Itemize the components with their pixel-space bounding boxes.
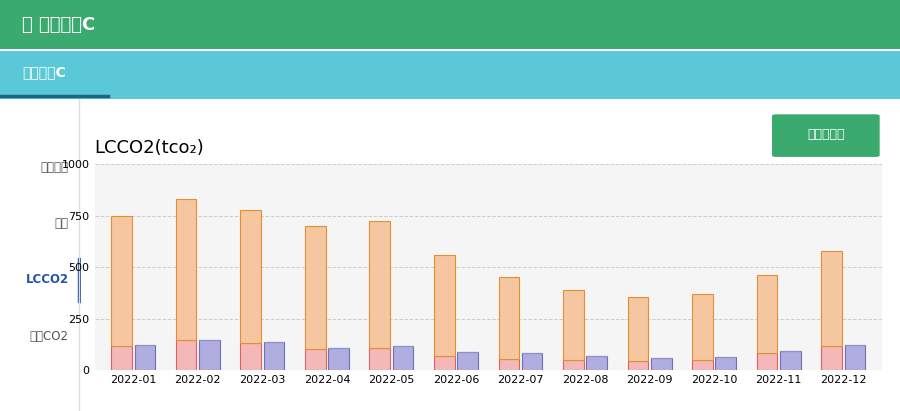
Bar — [112, 216, 132, 346]
Bar — [328, 349, 349, 370]
Bar — [716, 356, 736, 370]
Text: ＜ ガス顺客C: ＜ ガス顺客C — [22, 16, 95, 34]
Text: ガス: ガス — [55, 217, 68, 230]
Bar — [627, 297, 648, 361]
Bar — [757, 353, 778, 370]
Bar — [563, 360, 584, 370]
Bar — [522, 353, 543, 370]
Bar — [563, 290, 584, 360]
Bar — [176, 199, 196, 340]
Bar — [305, 349, 326, 370]
Bar — [434, 255, 454, 356]
Bar — [370, 349, 390, 370]
Bar — [822, 251, 842, 346]
Text: LCCO2(tco₂): LCCO2(tco₂) — [94, 139, 204, 157]
Text: 契約情報: 契約情報 — [40, 161, 68, 174]
Bar — [176, 340, 196, 370]
Bar — [844, 345, 865, 370]
Bar — [240, 343, 261, 370]
Text: ガス顺客C: ガス顺客C — [22, 66, 67, 80]
Text: データ入力: データ入力 — [807, 128, 844, 141]
Bar — [627, 361, 648, 370]
Bar — [757, 275, 778, 353]
Bar — [434, 356, 454, 370]
Bar — [499, 277, 519, 358]
Bar — [499, 358, 519, 370]
Bar — [370, 221, 390, 349]
Bar — [692, 294, 713, 360]
Bar — [305, 226, 326, 349]
Bar — [780, 351, 801, 370]
Bar — [77, 258, 81, 302]
Bar — [822, 346, 842, 370]
Bar — [199, 340, 220, 370]
Text: LCCO2: LCCO2 — [26, 273, 68, 286]
Bar — [112, 346, 132, 370]
Bar — [587, 356, 607, 370]
Bar — [392, 346, 413, 370]
Bar — [692, 360, 713, 370]
Bar — [240, 210, 261, 343]
Text: 燃焼CO2: 燃焼CO2 — [30, 330, 68, 342]
Bar — [457, 352, 478, 370]
Bar — [134, 345, 155, 370]
Bar — [651, 358, 671, 370]
Bar — [264, 342, 284, 370]
FancyBboxPatch shape — [772, 114, 879, 157]
